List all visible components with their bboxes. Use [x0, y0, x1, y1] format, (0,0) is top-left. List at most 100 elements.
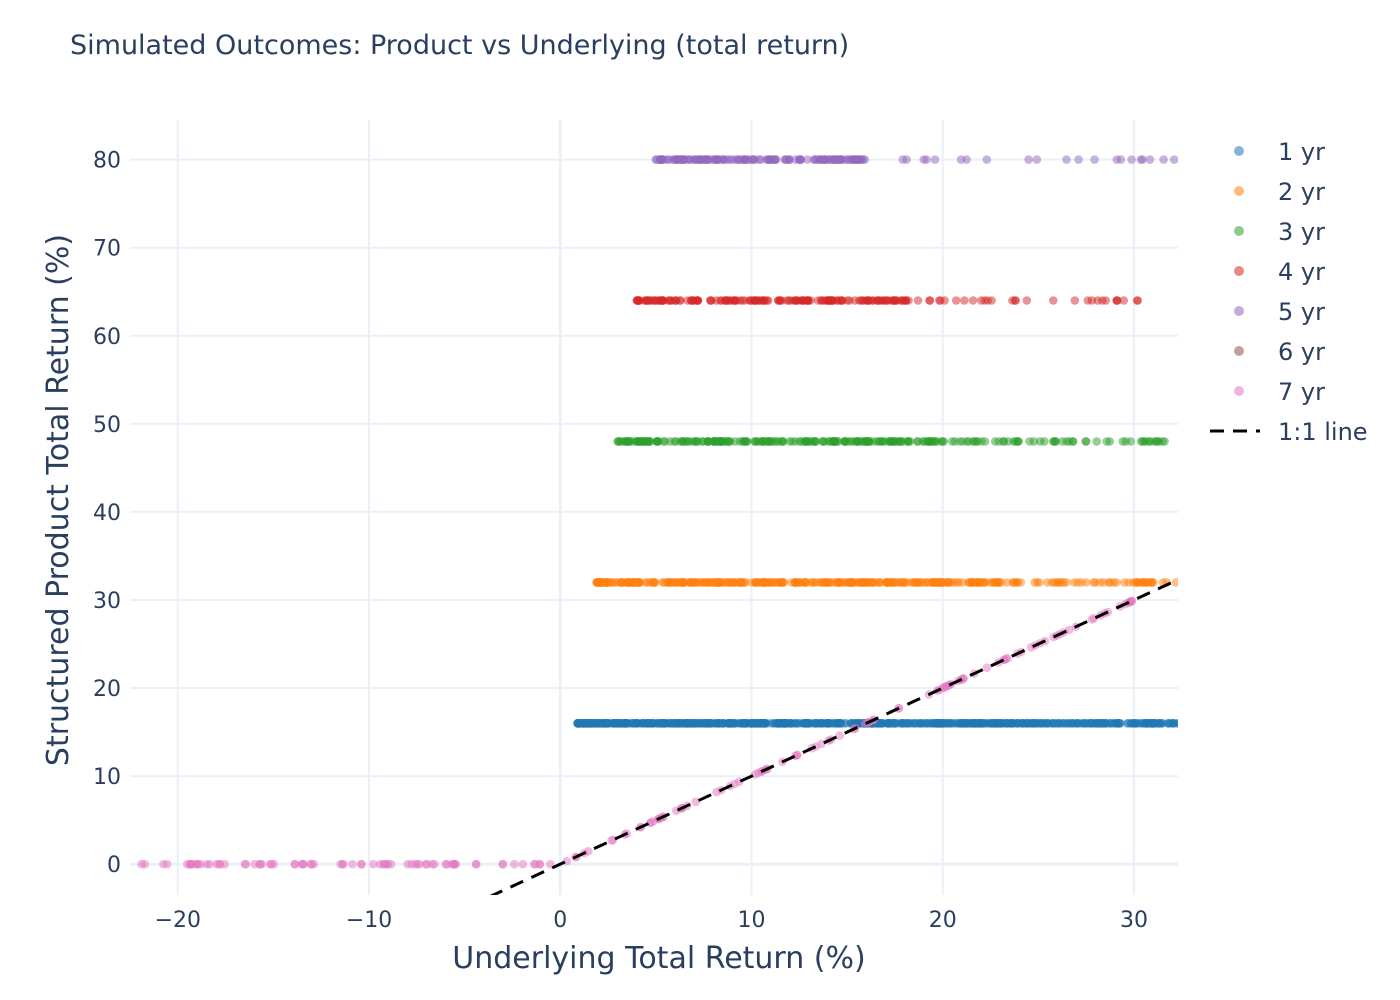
legend-item-1-1-line[interactable]: 1:1 line [1210, 418, 1368, 446]
data-point [785, 437, 794, 446]
series-2-yr [592, 578, 1178, 587]
data-point [594, 578, 603, 587]
data-point [859, 578, 869, 587]
data-point [936, 437, 946, 446]
data-point [1145, 155, 1155, 164]
data-point [683, 296, 692, 305]
legend-marker [1234, 346, 1244, 356]
legend-item-6-yr[interactable]: 6 yr [1234, 338, 1325, 366]
data-point [1101, 719, 1110, 728]
data-point [717, 296, 726, 305]
data-point [498, 859, 508, 869]
data-point [1002, 578, 1012, 587]
data-point [643, 296, 652, 305]
data-point [723, 296, 733, 305]
data-point [348, 859, 357, 869]
legend-item-3-yr[interactable]: 3 yr [1234, 218, 1325, 246]
data-point [255, 859, 264, 869]
legend-item-5-yr[interactable]: 5 yr [1234, 298, 1325, 326]
data-point [1040, 437, 1049, 446]
data-point [735, 437, 745, 446]
data-point [976, 296, 986, 305]
data-point [441, 859, 451, 869]
data-point [659, 437, 668, 446]
data-point [1169, 155, 1178, 164]
data-point [890, 578, 899, 587]
data-point [205, 859, 214, 869]
data-point [693, 296, 703, 305]
data-point [421, 859, 431, 869]
data-point [811, 719, 820, 728]
data-point [596, 719, 605, 728]
data-point [824, 437, 833, 446]
y-axis-title: Structured Product Total Return (%) [41, 234, 76, 766]
legend[interactable]: 1 yr 2 yr 3 yr 4 yr 5 yr 6 yr 7 yr 1:1 line [1210, 138, 1368, 446]
legend-item-2-yr[interactable]: 2 yr [1234, 178, 1325, 206]
data-point [266, 859, 276, 869]
data-point [192, 859, 202, 869]
data-point [898, 296, 908, 305]
data-point [645, 719, 655, 728]
x-tick-label: −10 [346, 908, 392, 933]
data-point [817, 296, 826, 305]
data-point [309, 859, 319, 869]
legend-item-4-yr[interactable]: 4 yr [1234, 258, 1325, 286]
data-point [729, 719, 738, 728]
data-point [685, 155, 695, 164]
data-point [1155, 719, 1165, 728]
data-point [855, 155, 865, 164]
data-point [793, 750, 802, 760]
y-tick-label: 60 [93, 325, 121, 350]
series-1-yr [573, 719, 1178, 728]
data-point [471, 859, 481, 869]
data-point [951, 296, 961, 305]
data-point [1008, 578, 1018, 587]
data-point [977, 578, 986, 587]
data-point [963, 719, 972, 728]
data-point [357, 859, 366, 869]
data-point [830, 437, 840, 446]
data-point [798, 296, 807, 305]
data-point [1003, 653, 1012, 663]
legend-item-7-yr[interactable]: 7 yr [1234, 378, 1325, 406]
data-point [809, 155, 819, 164]
data-point [891, 296, 900, 305]
data-point [1059, 578, 1069, 587]
data-point [652, 437, 662, 446]
data-point [1069, 578, 1079, 587]
data-point [1073, 719, 1082, 728]
data-point [928, 719, 938, 728]
data-point [864, 296, 873, 305]
legend-item-1-yr[interactable]: 1 yr [1234, 138, 1325, 166]
data-point [185, 859, 195, 869]
y-tick-label: 50 [93, 413, 121, 438]
data-point [931, 578, 940, 587]
data-point [940, 296, 949, 305]
data-point [839, 719, 849, 728]
data-point [634, 296, 644, 305]
data-point [678, 578, 687, 587]
data-point [1126, 437, 1135, 446]
data-point [1070, 296, 1080, 305]
legend-label: 2 yr [1278, 178, 1325, 206]
data-point [731, 578, 741, 587]
data-point [298, 859, 308, 869]
data-point [852, 437, 862, 446]
data-point [803, 437, 813, 446]
data-point [815, 155, 825, 164]
data-point [608, 578, 618, 587]
data-point [980, 437, 990, 446]
legend-marker [1234, 266, 1244, 276]
data-point [835, 731, 844, 740]
data-point [666, 296, 676, 305]
data-point [942, 578, 952, 587]
data-point [1105, 578, 1115, 587]
data-point [162, 859, 172, 869]
data-point [795, 155, 804, 164]
series-4-yr [632, 296, 1143, 305]
data-point [982, 155, 992, 164]
data-point [868, 437, 878, 446]
data-point [1119, 296, 1128, 305]
legend-label: 1 yr [1278, 138, 1325, 166]
data-point [768, 437, 777, 446]
